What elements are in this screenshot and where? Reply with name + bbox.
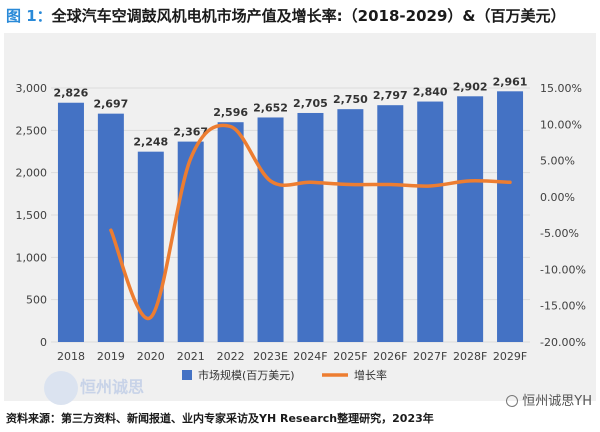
x-axis-tick-label: 2027F: [413, 350, 447, 363]
bar: [337, 109, 364, 343]
watermark-text: 恒州诚思: [80, 377, 145, 397]
left-axis-tick-label: 2,500: [16, 124, 48, 137]
left-axis-tick-label: 3,000: [16, 82, 48, 95]
x-axis-tick-label: 2023E: [253, 350, 288, 363]
bar-value-label: 2,902: [453, 80, 488, 93]
wechat-account: 恒州诚思YH: [506, 394, 592, 410]
bar-value-label: 2,961: [493, 75, 528, 88]
bar: [497, 91, 524, 342]
bar: [377, 105, 404, 342]
bar-value-label: 2,248: [133, 136, 168, 149]
legend-line-label: 增长率: [354, 368, 387, 382]
bar: [297, 112, 324, 342]
bar: [217, 122, 244, 343]
bar-value-label: 2,705: [293, 97, 328, 110]
x-axis-tick-label: 2026F: [373, 350, 407, 363]
right-axis-tick-label: -5.00%: [540, 227, 579, 240]
x-axis-tick-label: 2029F: [493, 350, 527, 363]
bar-value-label: 2,367: [173, 126, 208, 139]
chart-svg: 0 500 1,000 1,500 2,000 2,500 3,000 -20.00% -15.…: [16, 75, 586, 382]
wechat-icon: [506, 395, 519, 407]
bar-value-label: 2,697: [93, 98, 128, 111]
left-axis-tick-label: 500: [26, 294, 47, 307]
watermark-logo-icon: [44, 371, 78, 405]
left-axis-tick-label: 1,000: [16, 251, 48, 264]
bar-value-label: 2,750: [333, 93, 368, 106]
x-axis-tick-label: 2018: [57, 350, 85, 363]
bar-value-label: 2,840: [413, 86, 448, 99]
right-axis-tick-label: -20.00%: [540, 336, 586, 349]
bar-value-label: 2,596: [213, 106, 248, 119]
x-axis-tick-label: 2020: [137, 350, 165, 363]
right-axis-tick-label: -10.00%: [540, 263, 586, 276]
x-axis-tick-label: 2028F: [453, 350, 487, 363]
x-axis-tick-label: 2021: [177, 350, 205, 363]
bar-value-label: 2,826: [54, 87, 89, 100]
bar: [57, 102, 84, 343]
right-axis-tick-label: 15.00%: [540, 82, 582, 95]
wechat-account-name: 恒州诚思YH: [522, 394, 592, 409]
right-axis-tick-label: 0.00%: [540, 191, 575, 204]
bar-value-label: 2,652: [253, 101, 288, 114]
chart-title: 全球汽车空调鼓风机电机市场产值及增长率:（2018-2029）&（百万美元）: [51, 7, 566, 25]
x-axis-tick-label: 2019: [97, 350, 125, 363]
source-note: 资料来源：第三方资料、新闻报道、业内专家采访及YH Research整理研究，2…: [6, 412, 434, 425]
bar-value-label: 2,797: [373, 89, 408, 102]
x-axis-tick-label: 2025F: [333, 350, 367, 363]
figure-label: 图 1：: [6, 7, 52, 25]
left-axis-tick-label: 1,500: [16, 209, 48, 222]
left-axis-tick-label: 0: [40, 336, 47, 349]
right-axis-tick-label: 10.00%: [540, 118, 582, 131]
bar: [457, 96, 484, 342]
watermark: 恒州诚思: [44, 371, 144, 405]
growth-rate-line: [109, 123, 512, 321]
bar: [177, 141, 204, 342]
right-axis-tick-label: 5.00%: [540, 155, 575, 168]
right-axis-tick-label: -15.00%: [540, 300, 586, 313]
chart-area: 恒州诚思 0 500 1,000 1,500 2,000 2,500 3,000 -20.00…: [4, 33, 596, 405]
legend-bar-label: 市场规模(百万美元): [198, 368, 295, 382]
bar: [417, 101, 444, 343]
x-axis-tick-label: 2022: [217, 350, 245, 363]
page-title: 图 1：全球汽车空调鼓风机电机市场产值及增长率:（2018-2029）&（百万美…: [6, 3, 565, 29]
bar: [137, 151, 164, 342]
x-axis-tick-label: 2024F: [293, 350, 327, 363]
bar: [97, 113, 124, 343]
left-axis-tick-label: 2,000: [16, 167, 48, 180]
legend-bar-swatch: [182, 370, 192, 380]
bar: [257, 117, 284, 343]
